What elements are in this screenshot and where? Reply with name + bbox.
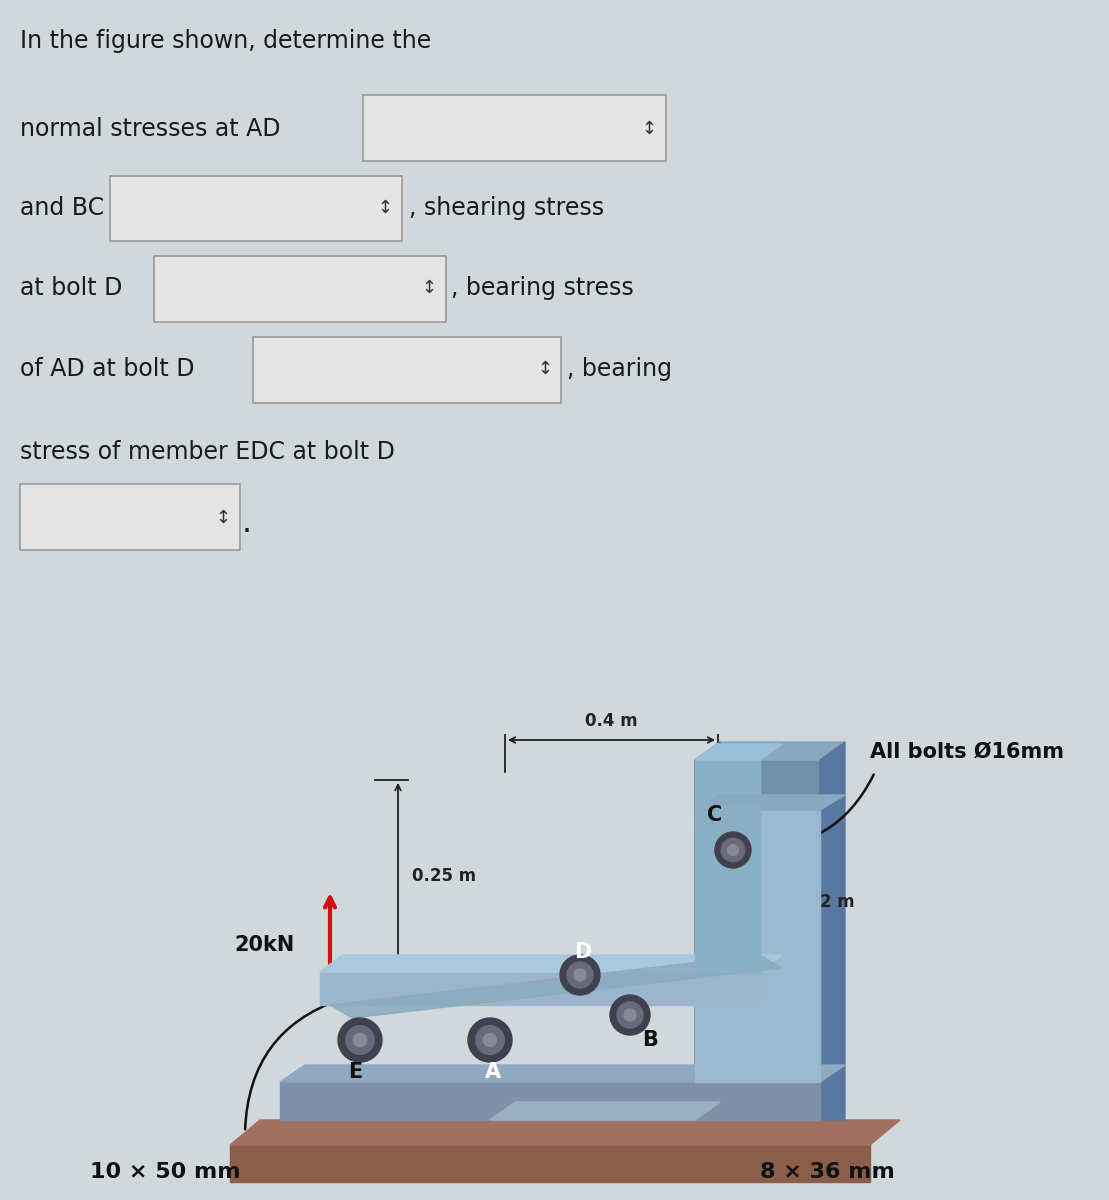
Text: at bolt D: at bolt D [20,276,122,300]
Text: B: B [642,1030,658,1050]
Text: , shearing stress: , shearing stress [409,196,604,220]
Polygon shape [279,1066,845,1082]
Polygon shape [695,760,760,972]
Polygon shape [695,805,760,830]
Text: 0.2 m: 0.2 m [802,893,855,911]
Circle shape [574,970,586,982]
Circle shape [468,1018,512,1062]
Text: 10 × 50 mm: 10 × 50 mm [90,1162,241,1182]
Text: 0.4 m: 0.4 m [584,712,638,730]
Text: C: C [708,805,723,826]
Polygon shape [695,796,845,810]
Text: ↕: ↕ [641,120,657,138]
Text: 20kN: 20kN [235,935,295,955]
Text: E: E [348,1062,363,1082]
Polygon shape [230,1120,901,1145]
Text: and BC: and BC [20,196,104,220]
FancyBboxPatch shape [363,96,665,162]
Polygon shape [820,742,845,1120]
Polygon shape [695,742,720,1120]
Text: .: . [242,508,252,539]
Text: ↕: ↕ [537,360,552,378]
Text: , bearing stress: , bearing stress [451,276,634,300]
Circle shape [354,1033,367,1046]
Text: A: A [485,1062,501,1082]
Text: 0.25 m: 0.25 m [413,866,476,886]
FancyBboxPatch shape [253,337,561,403]
Text: ↕: ↕ [216,509,231,527]
Polygon shape [695,742,845,760]
Polygon shape [695,744,782,760]
Circle shape [476,1026,505,1055]
Polygon shape [695,810,820,1082]
FancyBboxPatch shape [20,485,240,551]
Text: 8 × 36 mm: 8 × 36 mm [760,1162,895,1182]
Circle shape [721,839,745,862]
Polygon shape [321,972,760,1006]
Text: D: D [574,942,591,962]
FancyBboxPatch shape [110,175,401,241]
Text: In the figure shown, determine the: In the figure shown, determine the [20,29,431,53]
Polygon shape [321,955,782,972]
Circle shape [567,962,593,988]
Text: stress of member EDC at bolt D: stress of member EDC at bolt D [20,440,395,464]
Text: All bolts Ø16mm: All bolts Ø16mm [869,742,1064,762]
Circle shape [338,1018,381,1062]
Text: ↕: ↕ [377,199,393,217]
Circle shape [728,845,739,856]
Circle shape [610,995,650,1034]
Circle shape [715,832,751,868]
Circle shape [624,1009,635,1021]
Circle shape [484,1033,497,1046]
Circle shape [560,955,600,995]
Text: normal stresses at AD: normal stresses at AD [20,118,281,142]
Circle shape [346,1026,375,1055]
Circle shape [617,1002,643,1028]
Polygon shape [490,1102,720,1120]
FancyBboxPatch shape [154,256,446,322]
Polygon shape [695,760,820,1120]
Polygon shape [230,1145,869,1182]
Polygon shape [279,1082,820,1120]
Text: , bearing: , bearing [567,358,672,382]
Text: ↕: ↕ [421,278,437,296]
Polygon shape [330,955,782,1018]
Text: of AD at bolt D: of AD at bolt D [20,358,194,382]
